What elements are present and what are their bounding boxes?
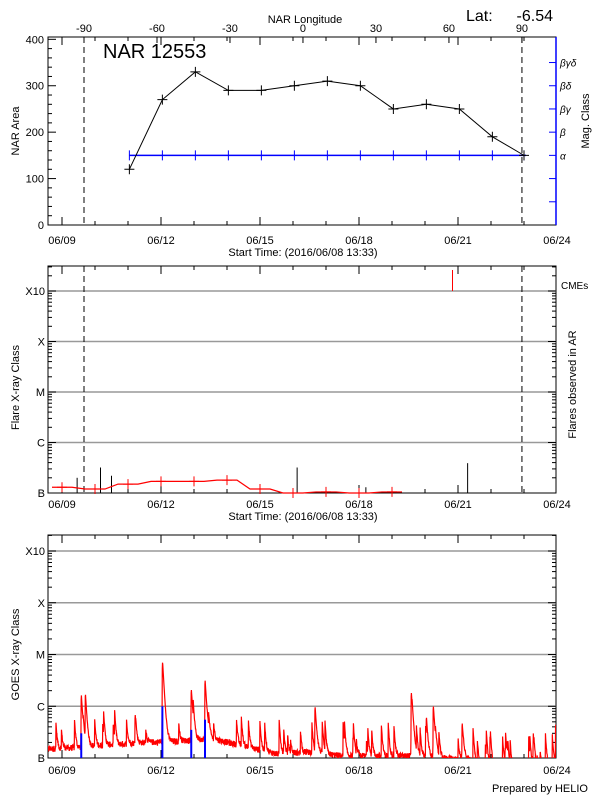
nar-area-point: [190, 66, 201, 77]
top-axis-title: NAR Longitude: [268, 14, 343, 26]
nar-area-point: [256, 85, 267, 96]
y2-axis-title: Flares observed in AR: [567, 330, 579, 438]
flare-level-point: [189, 476, 199, 487]
mag-class-label: βγ: [559, 105, 572, 116]
flare-level-point: [321, 486, 331, 497]
x-tick-label: 06/15: [246, 499, 274, 511]
x-tick-label: 06/24: [543, 499, 571, 511]
y-tick-label: 300: [26, 81, 44, 93]
x-tick-label: 06/12: [147, 235, 175, 247]
x-tick-label: 06/18: [345, 765, 373, 777]
x-tick-label: 06/09: [48, 499, 76, 511]
y-tick-label: B: [38, 488, 45, 500]
mag-class-label: βδ: [559, 82, 572, 93]
y-tick-label: B: [38, 753, 45, 765]
nar-area-point: [487, 131, 498, 142]
y-axis-title: Flare X-ray Class: [10, 345, 22, 430]
x-tick-label: 06/21: [444, 765, 472, 777]
x-tick-label: 06/24: [543, 765, 571, 777]
nar-area-point: [289, 80, 300, 91]
y-tick-label: 400: [26, 34, 44, 46]
goes-ar-flare-bar: [161, 706, 164, 758]
x-tick-label: 06/24: [543, 235, 571, 247]
x-tick-label: 06/09: [48, 765, 76, 777]
panel-title: NAR 12553: [103, 41, 206, 63]
nar-area-point: [322, 76, 333, 87]
y-tick-label: C: [37, 701, 45, 713]
y-tick-label: C: [37, 438, 45, 450]
y2-axis-title: Mag. Class: [580, 93, 592, 149]
flare-level-point: [123, 479, 133, 490]
flare-level-point: [156, 476, 166, 487]
mag-class-label: βγδ: [559, 59, 577, 70]
y-tick-label: 100: [26, 174, 44, 186]
nar-area-point: [454, 103, 465, 114]
nar-area-point: [421, 99, 432, 110]
longitude-tick-label: -30: [222, 23, 238, 35]
nar-area-point: [223, 85, 234, 96]
y-tick-label: X10: [25, 546, 45, 558]
x-tick-label: 06/15: [246, 765, 274, 777]
flare-level-point: [354, 488, 364, 498]
y-tick-label: M: [36, 650, 45, 662]
nar-area-point: [388, 103, 399, 114]
mag-class-label: α: [560, 151, 566, 162]
y-tick-label: X: [38, 598, 46, 610]
y-tick-label: 200: [26, 127, 44, 139]
goes-ar-flare-bar: [80, 733, 83, 758]
x-tick-label: 06/09: [48, 235, 76, 247]
y-tick-label: M: [36, 387, 45, 399]
x-tick-label: 06/15: [246, 235, 274, 247]
longitude-tick-label: 0: [300, 23, 306, 35]
goes-ar-flare-bar: [204, 719, 206, 758]
y-axis-title: GOES X-ray Class: [10, 608, 22, 700]
y-axis-title: NAR Area: [10, 106, 22, 156]
flare-level-point: [57, 482, 67, 493]
goes-ar-flare-bar: [190, 729, 193, 758]
x-tick-label: 06/12: [147, 499, 175, 511]
x-tick-label: 06/18: [345, 499, 373, 511]
x-axis-title: Start Time: (2016/06/08 13:33): [228, 511, 377, 523]
nar-area-point: [519, 150, 529, 161]
longitude-tick-label: 60: [443, 23, 455, 35]
y-tick-label: X10: [25, 286, 45, 298]
y-tick-label: X: [38, 337, 46, 349]
x-tick-label: 06/21: [444, 499, 472, 511]
flare-level-point: [255, 484, 265, 495]
goes-flux-curve: [48, 662, 556, 758]
longitude-tick-label: -90: [76, 23, 92, 35]
mag-class-label: β: [559, 128, 566, 139]
nar-area-point: [124, 164, 135, 175]
x-tick-label: 06/12: [147, 765, 175, 777]
longitude-tick-label: 90: [516, 23, 528, 35]
lat-value: -6.54: [517, 8, 554, 25]
nar-area-point: [355, 80, 366, 91]
x-tick-label: 06/18: [345, 235, 373, 247]
longitude-tick-label: -60: [149, 23, 165, 35]
prepared-by-credit: Prepared by HELIO: [492, 783, 588, 795]
flare-level-point: [90, 484, 100, 495]
longitude-tick-label: 30: [370, 23, 382, 35]
cme-legend: CMEs: [561, 281, 588, 292]
y-tick-label: 0: [38, 220, 44, 232]
flare-level-point: [222, 475, 232, 486]
x-tick-label: 06/21: [444, 235, 472, 247]
flare-level-point: [288, 488, 298, 498]
x-axis-title: Start Time: (2016/06/08 13:33): [228, 247, 377, 259]
nar-area-point: [157, 94, 168, 105]
flux-plot-frame: [47, 534, 557, 759]
flare-level-point: [387, 486, 397, 497]
lat-label: Lat:: [466, 8, 493, 25]
